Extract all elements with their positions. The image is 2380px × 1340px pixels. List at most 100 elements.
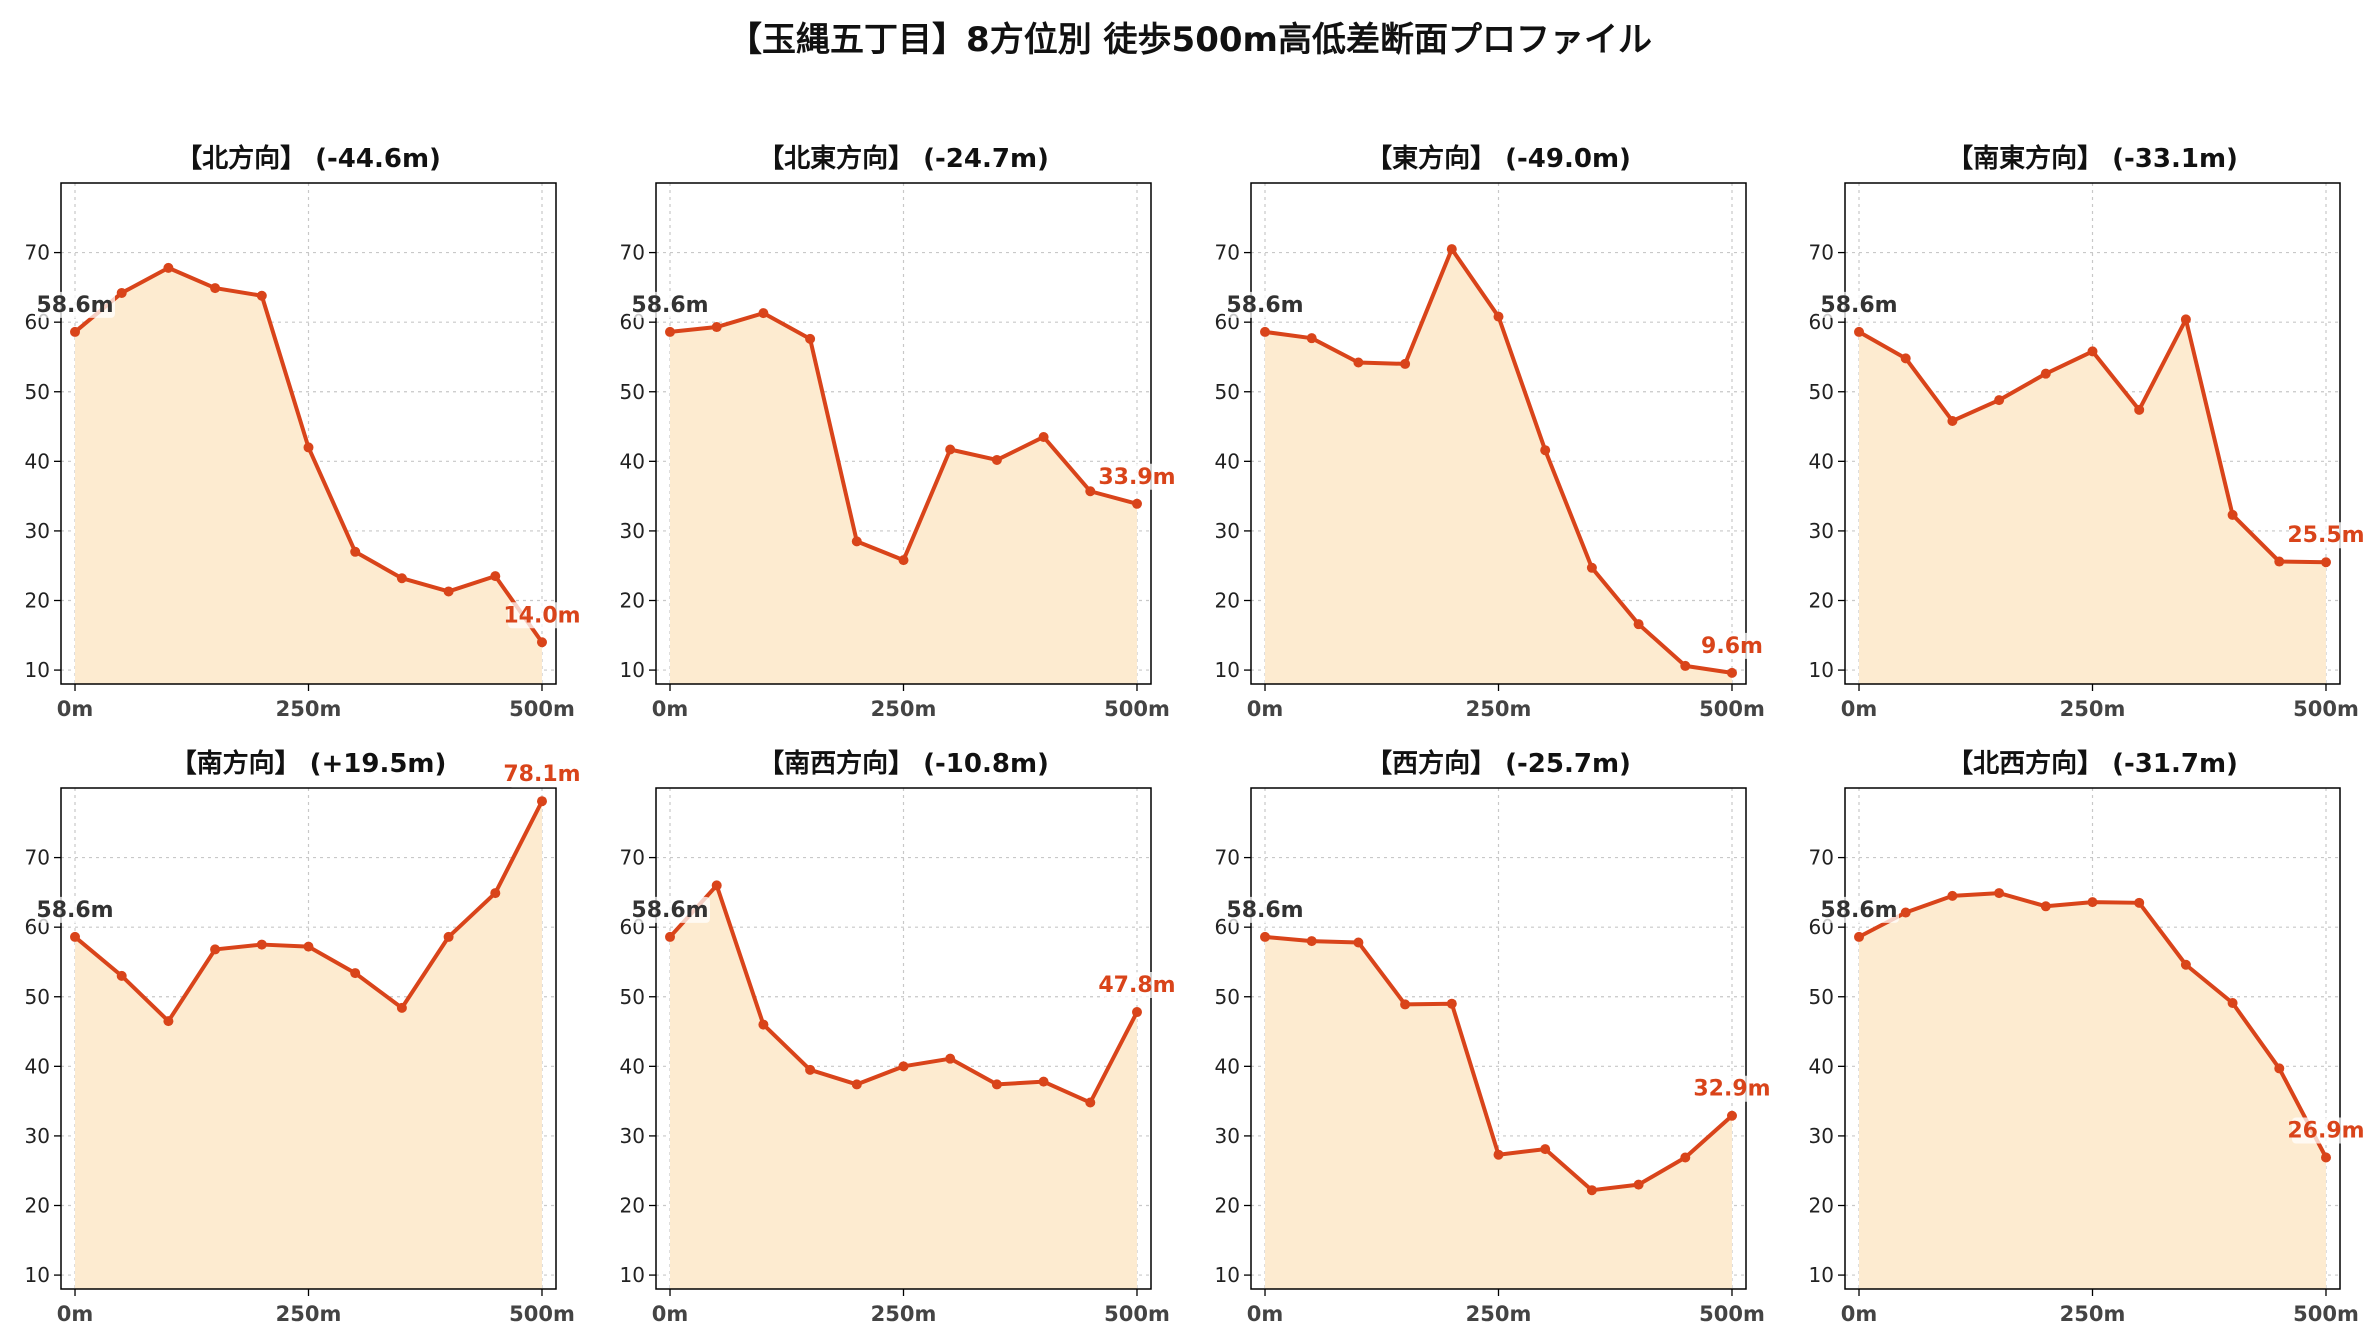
data-point bbox=[210, 283, 221, 294]
start-label-bg bbox=[35, 291, 116, 318]
x-tick-label: 250m bbox=[871, 1302, 937, 1326]
y-tick-label: 20 bbox=[620, 589, 645, 613]
x-tick-label: 250m bbox=[1466, 1302, 1532, 1326]
data-point bbox=[665, 326, 676, 337]
y-tick-label: 40 bbox=[25, 1054, 50, 1078]
start-elevation-label: 58.6m bbox=[631, 898, 708, 923]
data-point bbox=[443, 586, 454, 597]
data-point bbox=[116, 287, 127, 298]
data-point bbox=[490, 571, 501, 582]
end-elevation-label: 25.5m bbox=[2287, 523, 2364, 548]
start-label-bg bbox=[35, 896, 116, 923]
data-point bbox=[2180, 959, 2191, 970]
end-label-bg bbox=[507, 761, 576, 788]
area-fill bbox=[1265, 936, 1732, 1289]
y-tick-label: 70 bbox=[620, 846, 645, 870]
x-tick-label: 0m bbox=[57, 697, 94, 721]
data-point bbox=[1633, 619, 1644, 630]
x-tick-label: 500m bbox=[509, 697, 575, 721]
data-point bbox=[665, 931, 676, 942]
data-point bbox=[1306, 333, 1317, 344]
data-point bbox=[2320, 557, 2331, 568]
data-point bbox=[758, 308, 769, 319]
data-point bbox=[1586, 1185, 1597, 1196]
data-point bbox=[1540, 445, 1551, 456]
start-label-bg bbox=[1225, 896, 1306, 923]
end-elevation-label: 47.8m bbox=[1098, 973, 1175, 998]
data-point bbox=[1038, 431, 1049, 442]
data-point bbox=[1085, 1097, 1096, 1108]
chart-title: 【南西方向】 (-10.8m) bbox=[758, 748, 1049, 779]
start-elevation-label: 58.6m bbox=[1820, 293, 1897, 318]
y-tick-label: 20 bbox=[1809, 589, 1834, 613]
chart-title: 【南方向】 (+19.5m) bbox=[171, 748, 447, 779]
data-point bbox=[2134, 897, 2145, 908]
y-tick-label: 50 bbox=[620, 380, 645, 404]
y-tick-label: 10 bbox=[1809, 658, 1834, 682]
data-point bbox=[1586, 562, 1597, 573]
data-point bbox=[116, 970, 127, 981]
data-point bbox=[1446, 998, 1457, 1009]
y-tick-label: 10 bbox=[1215, 1263, 1240, 1287]
y-tick-label: 50 bbox=[1215, 380, 1240, 404]
y-tick-label: 30 bbox=[620, 1124, 645, 1148]
data-point bbox=[898, 555, 909, 566]
y-tick-label: 10 bbox=[1215, 658, 1240, 682]
y-tick-label: 50 bbox=[1809, 380, 1834, 404]
data-point bbox=[1900, 907, 1911, 918]
data-point bbox=[2274, 556, 2285, 567]
x-tick-label: 500m bbox=[509, 1302, 575, 1326]
y-tick-label: 30 bbox=[25, 519, 50, 543]
data-point bbox=[991, 454, 1002, 465]
end-label-bg bbox=[2291, 1117, 2360, 1144]
y-tick-label: 50 bbox=[1215, 985, 1240, 1009]
data-point bbox=[1400, 358, 1411, 369]
area-fill bbox=[1859, 893, 2326, 1289]
data-point bbox=[70, 326, 81, 337]
start-label-bg bbox=[1819, 896, 1900, 923]
start-elevation-label: 58.6m bbox=[1226, 898, 1303, 923]
data-point bbox=[1353, 937, 1364, 948]
y-tick-label: 30 bbox=[1809, 1124, 1834, 1148]
data-point bbox=[396, 1002, 407, 1013]
data-point bbox=[1994, 888, 2005, 899]
start-label-bg bbox=[630, 291, 711, 318]
chart-title: 【西方向】 (-25.7m) bbox=[1366, 748, 1631, 779]
data-point bbox=[1446, 244, 1457, 255]
data-point bbox=[2087, 346, 2098, 357]
data-point bbox=[711, 880, 722, 891]
data-point bbox=[1493, 311, 1504, 322]
data-point bbox=[1900, 353, 1911, 364]
data-point bbox=[898, 1061, 909, 1072]
x-tick-label: 500m bbox=[1699, 1302, 1765, 1326]
y-tick-label: 30 bbox=[1809, 519, 1834, 543]
data-point bbox=[350, 968, 361, 979]
x-tick-label: 0m bbox=[652, 697, 689, 721]
data-point bbox=[1854, 931, 1865, 942]
start-elevation-label: 58.6m bbox=[1820, 898, 1897, 923]
data-point bbox=[1353, 357, 1364, 368]
y-tick-label: 10 bbox=[1809, 1263, 1834, 1287]
data-point bbox=[70, 931, 81, 942]
data-point bbox=[1680, 660, 1691, 671]
data-point bbox=[536, 796, 547, 807]
y-tick-label: 20 bbox=[25, 589, 50, 613]
data-point bbox=[805, 333, 816, 344]
end-elevation-label: 9.6m bbox=[1701, 634, 1763, 659]
data-point bbox=[536, 637, 547, 648]
y-tick-label: 40 bbox=[1215, 449, 1240, 473]
data-point bbox=[1400, 999, 1411, 1010]
y-tick-label: 40 bbox=[1809, 1054, 1834, 1078]
chart-title: 【北方向】 (-44.6m) bbox=[176, 143, 441, 174]
x-tick-label: 0m bbox=[1247, 1302, 1284, 1326]
data-point bbox=[2320, 1152, 2331, 1163]
data-point bbox=[303, 442, 314, 453]
start-elevation-label: 58.6m bbox=[631, 293, 708, 318]
data-point bbox=[2040, 368, 2051, 379]
data-point bbox=[1947, 890, 1958, 901]
x-tick-label: 0m bbox=[1247, 697, 1284, 721]
data-point bbox=[1493, 1149, 1504, 1160]
data-point bbox=[1131, 1007, 1142, 1018]
